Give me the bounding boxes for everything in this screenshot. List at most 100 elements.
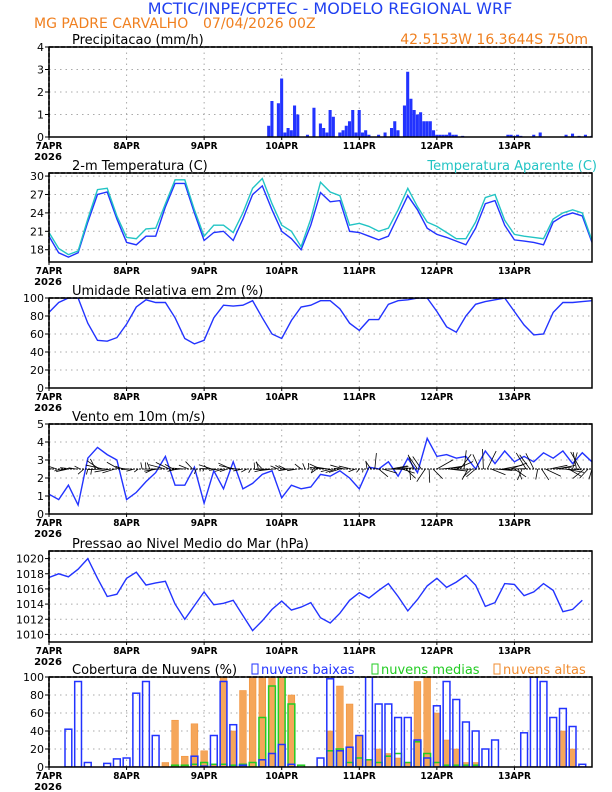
ytick-label: 3	[37, 64, 44, 77]
precip-bar	[419, 112, 423, 137]
wind-arrow	[525, 453, 535, 470]
wind-arrow	[86, 468, 89, 475]
wind-arrow	[382, 468, 398, 474]
ytick-label: 4	[37, 436, 44, 449]
cloud-bar-nuvens-baixas	[355, 734, 364, 767]
wind-arrow	[428, 468, 431, 483]
panel-5: 0 20 40 60 80 100 7APR 8APR 9APR 10APR 11APR 12APR 1…	[23, 663, 593, 792]
precip-bar	[280, 78, 284, 137]
precip-bar	[267, 125, 271, 137]
xtick-label: 13APR	[498, 392, 532, 404]
ytick-label: 80	[30, 689, 44, 702]
wind-arrow	[68, 467, 77, 470]
cloud-bar-nuvens-medias	[180, 764, 189, 767]
cloud-bar-nuvens-altas	[423, 677, 431, 767]
precip-bar	[367, 134, 371, 137]
precip-bar	[564, 134, 568, 137]
legend-swatch-2	[493, 663, 501, 675]
plot-area	[64, 677, 587, 767]
xaxis-year: 2026	[34, 152, 62, 163]
xtick-label: 10APR	[265, 518, 299, 530]
precip-bar	[293, 105, 297, 137]
cloud-bar-nuvens-baixas	[64, 728, 73, 767]
plot-frame	[48, 297, 593, 389]
cloud-bar-nuvens-altas	[345, 703, 354, 767]
cloud-bar-nuvens-altas	[181, 755, 189, 767]
panel-0: 0 1 2 3 4 7APR 8APR 9APR 10APR 11APR 12APR 13APR 202…	[34, 33, 593, 163]
precip-bar	[338, 132, 342, 137]
xaxis-year: 2026	[34, 782, 62, 792]
wind-arrow	[328, 468, 341, 473]
ytick-label: 60	[30, 707, 44, 720]
cloud-bar-nuvens-baixas	[267, 752, 277, 767]
precip-bar	[270, 101, 274, 137]
ytick-label: 24	[30, 207, 44, 220]
xtick-label: 11APR	[343, 518, 377, 530]
precip-bar	[360, 132, 364, 137]
panel-title: Pressao ao Nivel Medio do Mar (hPa)	[72, 537, 309, 552]
xtick-label: 9APR	[191, 392, 218, 404]
wind-arrow	[148, 464, 166, 470]
plot-frame	[48, 550, 593, 643]
wind-arrow	[378, 468, 389, 478]
xtick-label: 12APR	[420, 518, 454, 530]
xtick-label: 10APR	[265, 646, 299, 658]
precip-bar	[393, 121, 397, 137]
cloud-bar-nuvens-baixas	[558, 707, 568, 767]
cloud-bar-nuvens-baixas	[403, 716, 412, 767]
precip-bar	[532, 134, 536, 137]
panel-title: 2-m Temperatura (C)	[72, 159, 208, 174]
wind-arrow	[365, 461, 372, 470]
cloud-bar-nuvens-baixas	[122, 757, 131, 767]
precip-bar	[357, 110, 361, 137]
panel-title: Vento em 10m (m/s)	[72, 410, 205, 425]
wind-arrow	[472, 454, 480, 470]
xaxis-year: 2026	[34, 277, 62, 288]
panel-2: 0 20 40 60 80 100 7APR 8APR 9APR 10APR 11APR 12APR 1…	[23, 284, 593, 414]
wind-arrow	[49, 466, 57, 470]
legend-swatch-0	[251, 663, 259, 675]
precip-bar	[318, 123, 322, 137]
cloud-bar-nuvens-baixas	[238, 764, 248, 767]
wind-arrow	[209, 468, 220, 471]
wind-arrow	[338, 465, 352, 470]
xtick-label: 12APR	[420, 392, 454, 404]
ytick-label: 80	[30, 310, 44, 323]
plot-frame	[48, 172, 593, 263]
cloud-bar-nuvens-baixas	[277, 743, 286, 767]
wind-arrow	[333, 467, 348, 470]
legend-label-0: nuvens baixas	[261, 663, 355, 678]
wind-arrow	[287, 468, 298, 472]
ytick-label: 21	[30, 225, 44, 238]
series-line-0	[49, 182, 592, 258]
precip-bar	[296, 114, 300, 137]
cloud-bar-nuvens-altas	[239, 690, 247, 767]
precip-bar	[441, 134, 445, 137]
header-location: MG PADRE CARVALHO	[34, 16, 188, 32]
xaxis-year: 2026	[34, 403, 62, 414]
xtick-label: 7APR	[36, 646, 63, 658]
wind-arrow	[515, 452, 527, 470]
cloud-bar-nuvens-altas	[171, 719, 179, 767]
xtick-label: 13APR	[498, 266, 532, 278]
cloud-bar-nuvens-altas	[336, 685, 344, 767]
wind-arrow	[398, 467, 413, 470]
cloud-bar-nuvens-baixas	[549, 716, 558, 767]
precip-bar	[451, 134, 455, 137]
cloud-bar-nuvens-baixas	[141, 680, 151, 767]
wind-arrow	[275, 465, 282, 470]
xtick-label: 13APR	[498, 771, 532, 783]
plot-area	[49, 298, 592, 345]
wind-arrow	[541, 468, 550, 481]
ytick-label: 2	[37, 86, 44, 99]
ytick-label: 18	[30, 244, 44, 257]
cloud-bar-nuvens-baixas	[490, 739, 500, 767]
panel-title: Cobertura de Nuvens (%)	[72, 663, 237, 678]
header-title: MCTIC/INPE/CPTEC - MODELO REGIONAL WRF	[148, 0, 513, 18]
precip-bar	[506, 134, 510, 137]
plot-frame	[48, 676, 593, 768]
wind-arrow	[491, 468, 506, 476]
xtick-label: 8APR	[113, 141, 140, 153]
precip-bar	[286, 128, 290, 137]
precip-bar	[322, 128, 326, 137]
